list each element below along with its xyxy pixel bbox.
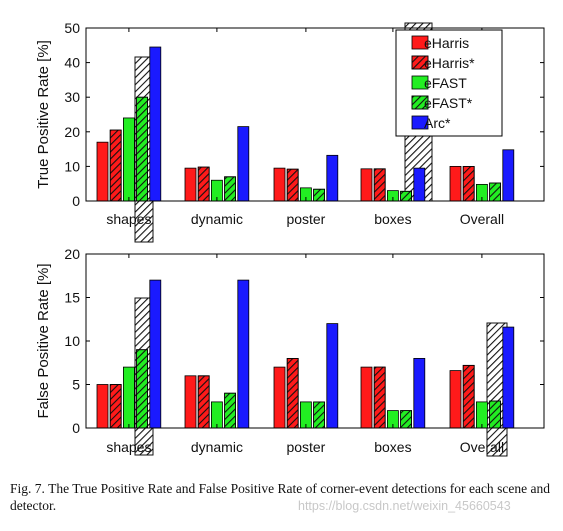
y-tick-label: 15 [64, 290, 80, 306]
bar-arc-star-overall [502, 149, 515, 202]
bar-eharris-dynamic [184, 375, 197, 429]
x-tick-label-boxes: boxes [374, 211, 411, 227]
bar-arc-star-boxes [413, 167, 426, 202]
bar-hatch [489, 182, 502, 202]
bar-eharris-poster [273, 366, 286, 429]
bar-hatch [136, 349, 149, 429]
bar-arc-star-boxes [413, 357, 426, 429]
watermark: https://blog.csdn.net/weixin_45660543 [298, 499, 511, 513]
y-axis-label: True Positive Rate [%] [35, 40, 52, 189]
legend-swatch [411, 35, 429, 50]
legend-swatch-hatch [411, 55, 429, 70]
x-tick-label-shapes: shapes [106, 211, 151, 227]
bar-arc-star-poster [326, 154, 339, 202]
legend-label: eHarris* [424, 55, 475, 71]
bar-hatch [224, 392, 237, 429]
bar-efast-shapes [123, 117, 135, 202]
y-tick-label: 0 [72, 420, 80, 436]
y-tick-label: 20 [64, 246, 80, 262]
bar-hatch [286, 357, 299, 429]
y-tick-label: 0 [72, 193, 80, 209]
bar-arc-star-shapes [149, 279, 162, 429]
bar-hatch [197, 375, 210, 429]
bar-hatch [489, 400, 502, 429]
y-tick-label: 40 [64, 55, 80, 71]
legend-swatch [411, 115, 429, 130]
bar-hatch [400, 190, 413, 202]
bar-eharris-shapes [96, 384, 109, 429]
bar-arc-star-overall [502, 326, 515, 429]
figure-caption: Fig. 7. The True Positive Rate and False… [10, 481, 550, 513]
bar-eharris-boxes [360, 168, 373, 202]
bar-hatch [313, 401, 326, 429]
legend-swatch-hatch [411, 95, 429, 110]
x-tick-label-dynamic: dynamic [191, 439, 243, 455]
axes-frame [85, 27, 545, 202]
true-positive-rate-chart: 0 10 20 30 40 50 shapes dynamic poster boxes Overa… [35, 20, 545, 243]
bar-eharris-poster [273, 167, 286, 202]
bar-efast-shapes [123, 366, 135, 429]
false-positive-rate-chart: 0 5 10 15 20 shapes dynamic poster boxes Overall F… [35, 246, 545, 457]
bar-eharris-overall [449, 165, 462, 202]
bar-hatch [136, 96, 149, 202]
bar-hatch [286, 168, 299, 202]
bar-eharris-boxes [360, 366, 373, 429]
bar-hatch [462, 364, 475, 429]
y-axis-label: False Positive Rate [%] [35, 263, 52, 418]
legend-label: eFAST* [424, 95, 473, 111]
legend-label: eHarris [424, 35, 469, 51]
bar-arc-star-poster [326, 323, 339, 429]
bar-arc-star-dynamic [237, 279, 250, 429]
x-tick-label-overall: Overall [460, 439, 504, 455]
y-tick-label: 20 [64, 124, 80, 140]
bar-hatch [109, 384, 122, 429]
x-tick-label-poster: poster [286, 211, 325, 227]
y-tick-label: 10 [64, 333, 80, 349]
x-tick-label-dynamic: dynamic [191, 211, 243, 227]
bar-hatch [462, 165, 475, 202]
bar-hatch [313, 188, 326, 202]
y-tick-label: 30 [64, 89, 80, 105]
x-tick-label-shapes: shapes [106, 439, 151, 455]
bar-eharris-shapes [96, 141, 109, 202]
y-tick-label: 10 [64, 158, 80, 174]
bar-hatch [224, 176, 237, 202]
bar-eharris-overall [449, 370, 462, 429]
legend-swatch [411, 75, 429, 90]
x-tick-label-overall: Overall [460, 211, 504, 227]
legend-label: eFAST [424, 75, 467, 91]
legend-label: Arc* [424, 115, 451, 131]
bar-hatch [373, 366, 386, 429]
bar-hatch [373, 168, 386, 202]
bar-eharris-dynamic [184, 167, 197, 202]
y-tick-label: 50 [64, 20, 80, 36]
bar-hatch [109, 129, 122, 202]
legend: eHarris eHarris* eFAST eFAST* Arc* [395, 29, 503, 137]
bar-hatch [197, 166, 210, 202]
x-tick-label-poster: poster [286, 439, 325, 455]
bar-arc-star-shapes [149, 46, 162, 202]
x-tick-label-boxes: boxes [374, 439, 411, 455]
y-tick-label: 5 [72, 377, 80, 393]
bar-arc-star-dynamic [237, 126, 250, 202]
bar-hatch [400, 410, 413, 429]
